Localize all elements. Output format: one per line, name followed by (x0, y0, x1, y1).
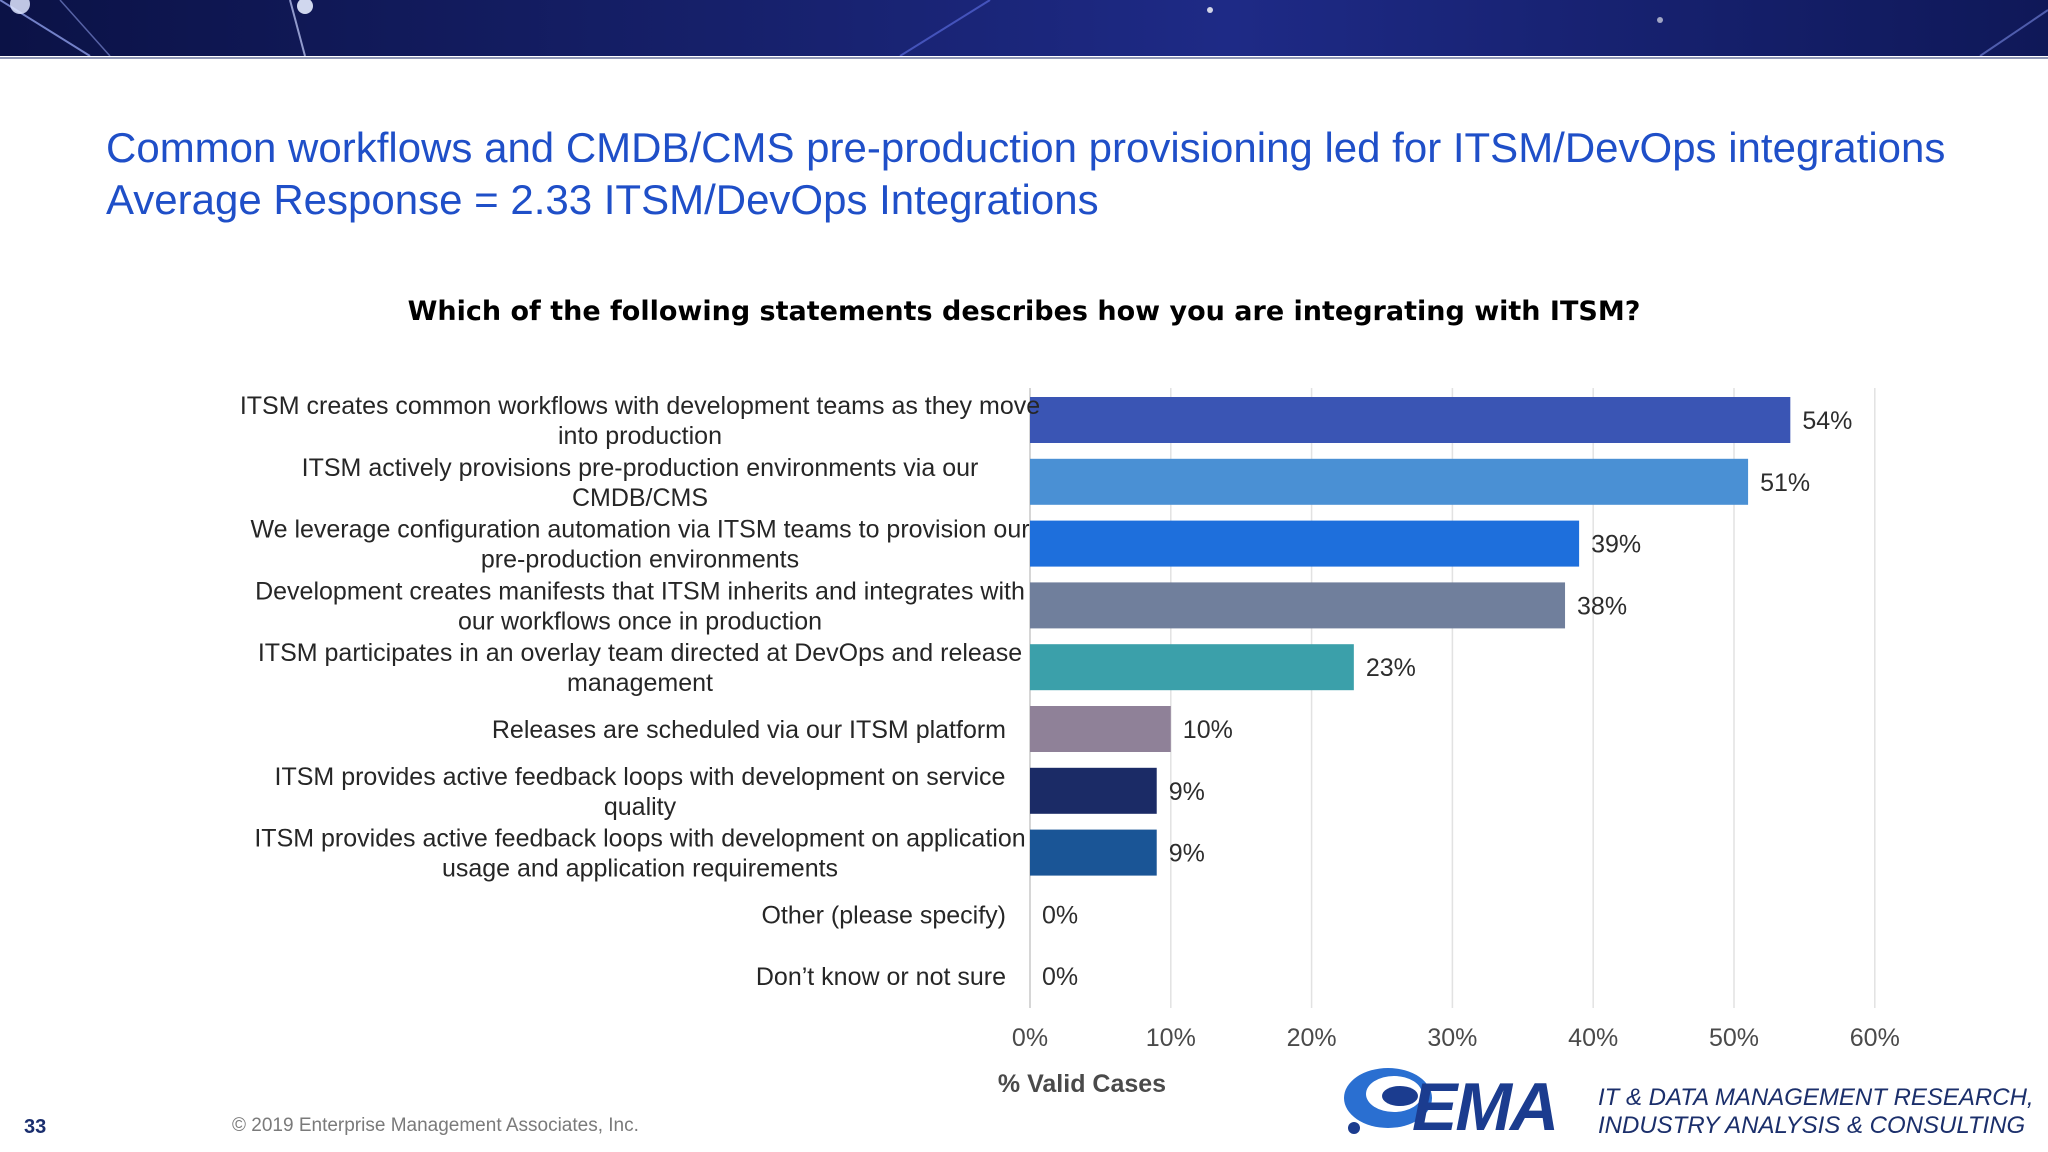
bar (1030, 829, 1157, 876)
x-tick-label: 50% (1709, 1024, 1759, 1052)
category-label: Development creates manifests that ITSM … (255, 577, 1025, 635)
page-number: 33 (24, 1116, 47, 1138)
value-label: 0% (1042, 963, 1078, 991)
x-tick-label: 20% (1287, 1024, 1337, 1052)
ema-logo: EMA (1330, 1060, 1570, 1146)
copyright: © 2019 Enterprise Management Associates,… (232, 1115, 639, 1136)
value-label: 10% (1183, 716, 1233, 744)
bar (1030, 582, 1566, 629)
tagline-line-1: IT & DATA MANAGEMENT RESEARCH, (1598, 1084, 2034, 1111)
bar (1030, 644, 1354, 691)
value-label: 54% (1802, 407, 1852, 435)
bar (1030, 767, 1157, 814)
bar (1030, 520, 1580, 567)
tagline: IT & DATA MANAGEMENT RESEARCH, INDUSTRY … (1598, 1084, 2034, 1140)
value-label: 9% (1169, 840, 1205, 868)
chart-title: Which of the following statements descri… (407, 296, 1641, 327)
value-label: 23% (1366, 654, 1416, 682)
tagline-line-2: INDUSTRY ANALYSIS & CONSULTING (1598, 1112, 2026, 1139)
x-tick-label: 60% (1850, 1024, 1900, 1052)
category-label: ITSM creates common workflows with devel… (240, 392, 1040, 450)
category-label: Other (please specify) (761, 901, 1006, 929)
x-tick-label: 30% (1427, 1024, 1477, 1052)
title-line-1: Common workflows and CMDB/CMS pre-produc… (106, 124, 1946, 171)
category-label: ITSM actively provisions pre-production … (302, 454, 979, 512)
title-line-2: Average Response = 2.33 ITSM/DevOps Inte… (106, 176, 1099, 223)
value-label: 51% (1760, 469, 1810, 497)
x-tick-label: 10% (1146, 1024, 1196, 1052)
logo-text: EMA (1412, 1069, 1559, 1145)
category-label: ITSM participates in an overlay team dir… (258, 639, 1022, 697)
x-tick-label: 40% (1568, 1024, 1618, 1052)
value-label: 39% (1591, 531, 1641, 559)
value-label: 38% (1577, 592, 1627, 620)
value-label: 0% (1042, 901, 1078, 929)
banner-rule (0, 57, 2048, 59)
category-label: Releases are scheduled via our ITSM plat… (492, 716, 1006, 744)
banner-network-decoration (0, 0, 2048, 56)
category-label: ITSM provides active feedback loops with… (254, 825, 1025, 883)
category-label: Don’t know or not sure (756, 963, 1006, 991)
slide-title: Common workflows and CMDB/CMS pre-produc… (106, 122, 2006, 226)
bar (1030, 397, 1791, 443)
header-banner (0, 0, 2048, 56)
x-axis-label: % Valid Cases (998, 1070, 1166, 1098)
category-label: ITSM provides active feedback loops with… (275, 763, 1006, 821)
ema-swoosh-icon (1344, 1068, 1432, 1134)
category-label: We leverage configuration automation via… (250, 516, 1029, 574)
bar (1030, 706, 1171, 752)
value-label: 9% (1169, 778, 1205, 806)
bar (1030, 458, 1749, 505)
x-tick-label: 0% (1012, 1024, 1048, 1052)
